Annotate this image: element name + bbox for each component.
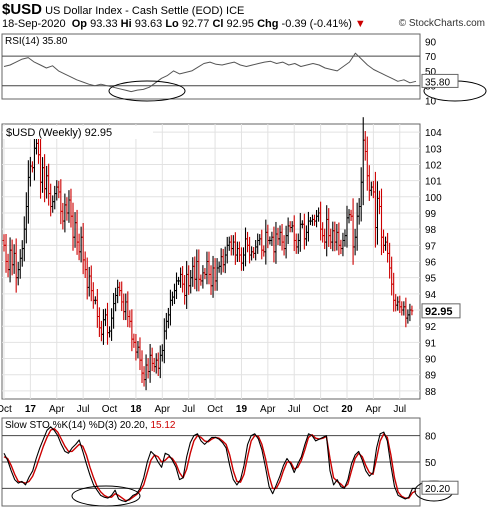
- rsi-tick-label: 10: [425, 96, 437, 107]
- price-tick-label: 88: [425, 387, 437, 398]
- x-axis-tick-label: Jul: [393, 404, 406, 415]
- rsi-series-line: [3, 52, 417, 93]
- sto-title: Slow STO %K(14) %D(3) 20.20, 15.12: [5, 420, 176, 431]
- price-tick-label: 101: [425, 177, 442, 188]
- price-tick-label: 99: [425, 209, 437, 220]
- price-tick-label: 100: [425, 193, 442, 204]
- price-title: $USD (Weekly) 92.95: [6, 127, 112, 139]
- price-tick-label: 96: [425, 258, 437, 269]
- price-tick-label: 89: [425, 371, 437, 382]
- x-axis-tick-label: 17: [25, 404, 37, 415]
- rsi-annotation-oval: [108, 80, 186, 102]
- symbol: $USD: [2, 1, 43, 18]
- change-value: -0.39 (-0.41%): [281, 18, 352, 30]
- price-tick-label: 92: [425, 322, 437, 333]
- open-value: 93.33: [90, 18, 118, 30]
- price-current-value: 92.95: [425, 306, 453, 318]
- low-value: 92.77: [181, 18, 210, 30]
- price-tick-label: 102: [425, 160, 442, 171]
- x-axis-tick-label: Oct: [313, 404, 329, 415]
- sto-title-label: Slow STO %K(14) %D(3): [5, 420, 120, 431]
- rsi-panel-frame: [1, 33, 421, 100]
- sto-k-line: [3, 426, 416, 503]
- sto-annotation-oval: [71, 485, 141, 507]
- price-tick-label: 95: [425, 274, 437, 285]
- sto-tick-label: 50: [425, 458, 437, 469]
- x-axis-tick-label: 18: [130, 404, 142, 415]
- close-value: 92.95: [226, 18, 255, 30]
- high-label: Hi: [120, 18, 132, 30]
- watermark: © StockCharts.com: [398, 18, 485, 29]
- price-tick-label: 98: [425, 225, 437, 236]
- price-tick-label: 104: [425, 128, 442, 139]
- rsi-current-value: 35.80: [425, 77, 450, 88]
- chart-header-line2: 18-Sep-2020 Op 93.33 Hi 93.63 Lo 92.77 C…: [2, 18, 366, 30]
- price-current-value-box: [421, 303, 461, 319]
- rsi-current-value-box: [421, 73, 459, 88]
- x-axis-tick-label: Oct: [207, 404, 223, 415]
- sto-current-value: 20.20: [425, 484, 450, 495]
- down-arrow-icon: ▼: [354, 18, 366, 30]
- x-axis-tick-label: Apr: [260, 404, 276, 415]
- x-axis-tick-label: Jul: [288, 404, 301, 415]
- low-label: Lo: [165, 18, 179, 30]
- price-bar: [410, 305, 414, 316]
- price-tick-label: 91: [425, 338, 437, 349]
- x-axis-tick-label: Oct: [0, 404, 12, 415]
- sto-current-value-box: [421, 480, 459, 495]
- price-title-background: [3, 126, 153, 139]
- quote-date: 18-Sep-2020: [2, 18, 66, 30]
- price-tick-label: 103: [425, 144, 442, 155]
- x-axis-tick-label: Apr: [155, 404, 171, 415]
- instrument-name: US Dollar Index - Cash Settle (EOD): [45, 5, 223, 17]
- price-tick-label: 94: [425, 290, 437, 301]
- rsi-tick-label: 50: [425, 67, 437, 78]
- price-tick-label: 90: [425, 355, 437, 366]
- price-tick-label: 97: [425, 241, 437, 252]
- sto-d-value: 15.12: [150, 420, 175, 431]
- high-value: 93.63: [134, 18, 163, 30]
- sto-k-value: 20.20,: [120, 420, 151, 431]
- x-axis-tick-label: Jul: [182, 404, 195, 415]
- x-axis-tick-label: 20: [341, 404, 353, 415]
- rsi-tick-label: 70: [425, 52, 437, 63]
- exchange: ICE: [226, 5, 245, 17]
- rsi-tick-label: 90: [425, 37, 437, 48]
- rsi-title: RSI(14) 35.80: [5, 36, 68, 47]
- sto-tick-label: 80: [425, 432, 437, 443]
- chart-header-line1: $USD US Dollar Index - Cash Settle (EOD)…: [2, 1, 244, 18]
- x-axis-tick-label: Jul: [77, 404, 90, 415]
- change-label: Chg: [257, 18, 279, 30]
- close-label: Cl: [212, 18, 224, 30]
- sto-d-line: [3, 427, 417, 502]
- x-axis-tick-label: 19: [236, 404, 248, 415]
- open-label: Op: [71, 18, 88, 30]
- x-axis-tick-label: Apr: [49, 404, 65, 415]
- x-axis-tick-label: Oct: [102, 404, 118, 415]
- x-axis-tick-label: Apr: [366, 404, 382, 415]
